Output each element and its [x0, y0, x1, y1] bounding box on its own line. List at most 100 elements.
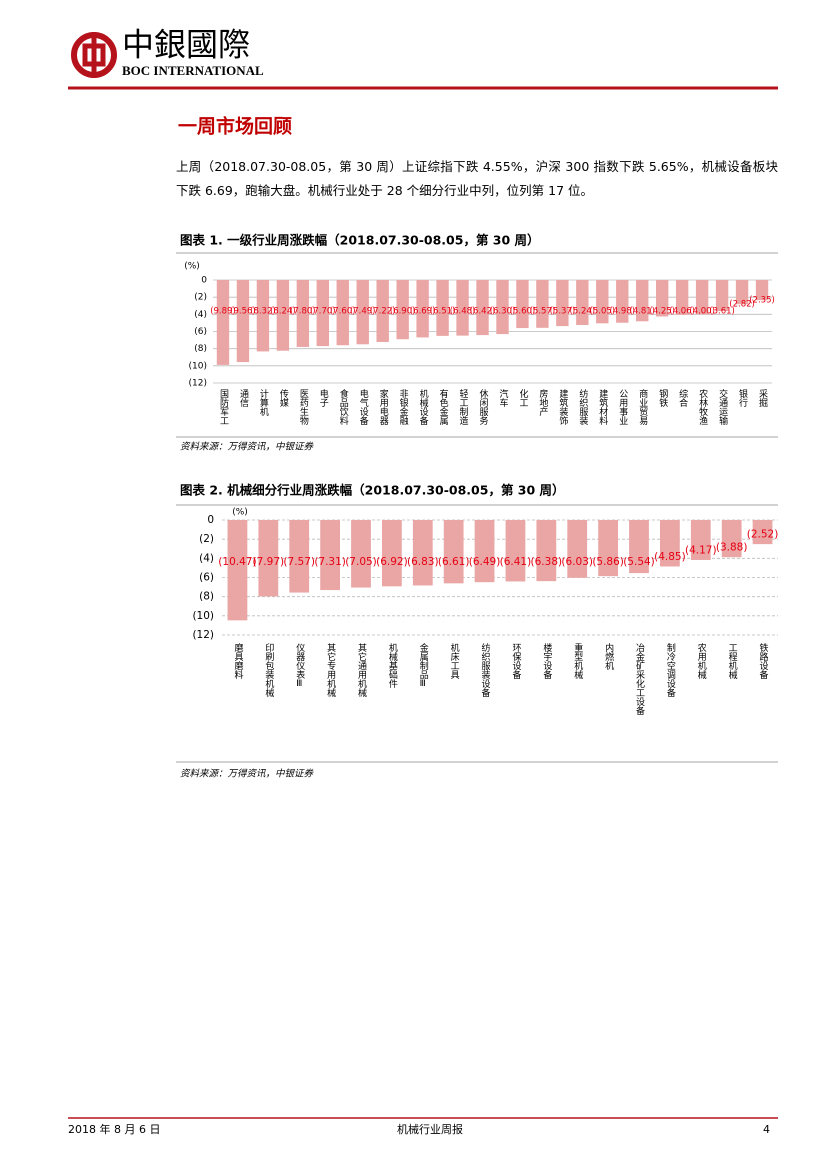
x-tick-label: 纺织服装设备	[480, 642, 491, 697]
y-axis-label: (%)	[232, 508, 248, 518]
x-tick-label: 钢铁	[657, 388, 668, 408]
bar	[567, 520, 588, 578]
bar	[735, 280, 749, 305]
data-label: (4.06)	[669, 306, 695, 316]
x-tick-label: 工程机械	[727, 643, 738, 680]
bar	[752, 520, 773, 545]
x-tick-label: 有色金属	[438, 388, 449, 426]
data-label: (8.24)	[270, 306, 296, 316]
data-label: (6.90)	[390, 306, 416, 316]
x-tick-label: 汽车	[497, 388, 508, 408]
section-title: 一周市场回顾	[178, 115, 292, 138]
y-tick-label: (2)	[199, 533, 214, 545]
data-label: (5.57)	[530, 306, 556, 316]
data-label: (6.41)	[500, 556, 532, 568]
y-tick-label: (4)	[199, 552, 214, 564]
data-label: (9.56)	[230, 306, 256, 316]
data-label: (5.37)	[550, 306, 576, 316]
data-label: (7.97)	[253, 556, 285, 568]
bar	[690, 520, 711, 560]
x-tick-label: 交通运输	[717, 388, 728, 426]
data-label: (4.81)	[629, 306, 655, 316]
bar	[536, 280, 549, 328]
data-label: (3.61)	[709, 306, 735, 316]
data-label: (7.57)	[283, 556, 315, 568]
bar	[316, 280, 329, 347]
bar	[436, 280, 449, 336]
data-label: (6.61)	[438, 556, 470, 568]
data-label: (4.17)	[685, 544, 717, 556]
bar	[576, 280, 589, 325]
x-tick-label: 农用机械	[696, 642, 707, 680]
x-tick-label: 银行	[737, 388, 748, 408]
bar	[416, 280, 429, 338]
bar	[536, 520, 557, 582]
x-tick-label: 金属制品Ⅲ	[418, 642, 429, 689]
x-tick-label: 农林牧渔	[697, 388, 708, 425]
bar	[412, 520, 433, 586]
bar	[236, 280, 250, 363]
x-tick-label: 传媒	[278, 388, 289, 408]
data-label: (6.49)	[469, 556, 501, 568]
y-tick-label: (2)	[194, 293, 207, 303]
y-tick-label: 0	[201, 276, 207, 286]
bar	[227, 520, 248, 621]
bar	[715, 280, 729, 311]
source-note: 资料来源：万得资讯，中银证券	[180, 768, 315, 780]
bar	[351, 520, 371, 588]
y-tick-label: (10)	[189, 361, 207, 371]
bar	[721, 520, 742, 558]
bar	[636, 280, 649, 322]
data-label: (6.69)	[410, 306, 436, 316]
bar	[356, 280, 369, 345]
x-tick-label: 内燃机	[603, 642, 614, 671]
data-label: (6.03)	[561, 556, 593, 568]
bar	[556, 280, 569, 327]
x-tick-label: 建筑材料	[597, 388, 608, 426]
data-label: (4.00)	[689, 306, 715, 316]
x-tick-label: 化工	[517, 388, 528, 407]
y-tick-label: (6)	[194, 327, 207, 337]
x-tick-label: 机械设备	[418, 388, 429, 425]
source-note: 资料来源：万得资讯，中银证券	[180, 441, 315, 453]
data-label: (5.86)	[592, 556, 624, 568]
bar	[755, 280, 769, 301]
data-label: (6.30)	[490, 306, 516, 316]
x-tick-label: 制冷空调设备	[665, 642, 676, 697]
data-label: (3.88)	[716, 542, 748, 554]
bar	[258, 520, 279, 597]
x-tick-label: 电子	[318, 388, 329, 407]
data-label: (9.89)	[210, 306, 236, 316]
y-tick-label: (12)	[189, 379, 207, 389]
y-tick-label: (12)	[192, 629, 214, 641]
data-label: (10.47)	[218, 556, 256, 568]
data-label: (6.48)	[450, 306, 476, 316]
x-tick-label: 纺织服装	[577, 388, 588, 426]
bar	[256, 280, 270, 352]
x-tick-label: 仪器仪表Ⅲ	[294, 643, 305, 689]
data-label: (4.98)	[609, 306, 635, 316]
x-tick-label: 机床工具	[449, 642, 460, 680]
footer-page: 4	[763, 1123, 770, 1136]
y-tick-label: (6)	[199, 572, 214, 584]
bar	[695, 280, 709, 315]
bar	[376, 280, 389, 342]
bar	[320, 520, 340, 591]
bar	[296, 280, 310, 347]
bar	[396, 280, 409, 340]
x-tick-label: 通信	[238, 389, 249, 408]
data-label: (2.52)	[747, 529, 779, 541]
bar	[660, 520, 680, 567]
bar	[616, 280, 629, 323]
x-tick-label: 食品饮料	[338, 388, 349, 426]
bar	[505, 520, 526, 582]
y-tick-label: 0	[207, 514, 214, 526]
x-tick-label: 机械基础件	[387, 642, 398, 689]
bar	[629, 520, 649, 574]
data-label: (5.54)	[623, 556, 655, 568]
bar	[382, 520, 402, 587]
bar	[216, 280, 230, 365]
x-tick-label: 医药生物	[298, 389, 309, 426]
x-tick-label: 楼宇设备	[541, 642, 552, 679]
logo-icon	[71, 32, 117, 78]
